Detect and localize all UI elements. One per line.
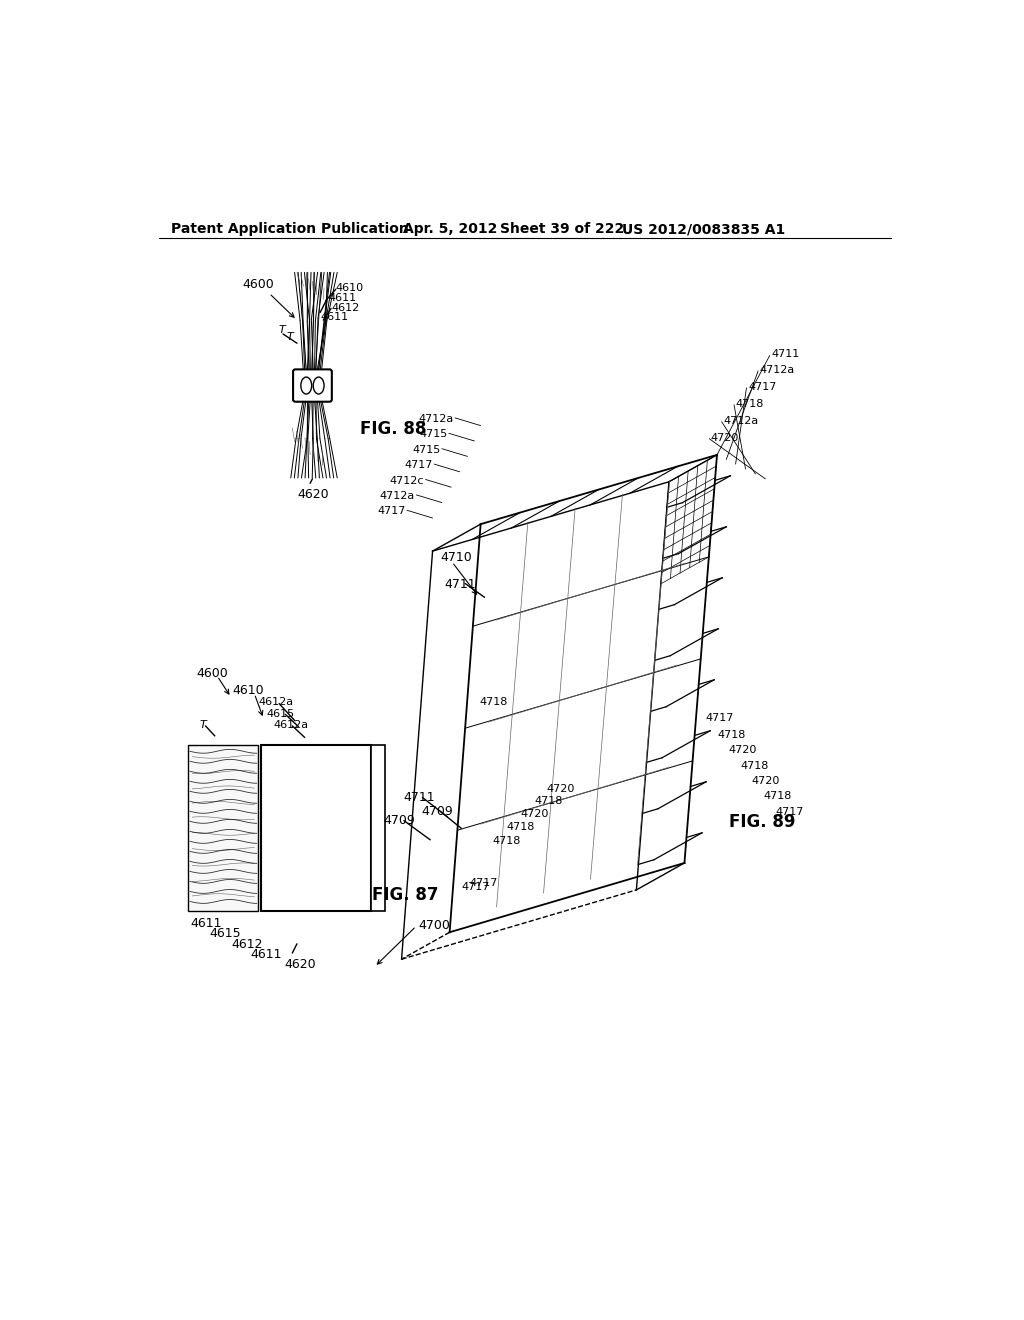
Text: 4600: 4600 <box>243 277 274 290</box>
Text: US 2012/0083835 A1: US 2012/0083835 A1 <box>623 222 785 236</box>
Text: 4720: 4720 <box>752 776 780 785</box>
Text: T: T <box>287 331 294 342</box>
Text: 4620: 4620 <box>297 488 329 502</box>
Text: 4720: 4720 <box>729 744 757 755</box>
Bar <box>372 744 385 911</box>
Text: 4712a: 4712a <box>723 416 759 425</box>
Text: 4612a: 4612a <box>273 721 309 730</box>
Bar <box>261 744 372 911</box>
Text: FIG. 88: FIG. 88 <box>360 420 427 438</box>
FancyBboxPatch shape <box>293 370 332 401</box>
Text: 4717: 4717 <box>404 461 432 470</box>
Text: 4611: 4611 <box>321 313 348 322</box>
Text: 4718: 4718 <box>740 760 769 771</box>
Text: 4711: 4711 <box>444 578 476 591</box>
Text: 4611: 4611 <box>328 293 356 304</box>
Text: 4717: 4717 <box>775 807 804 817</box>
Text: 4700: 4700 <box>419 919 451 932</box>
Text: 4718: 4718 <box>479 697 508 708</box>
Text: 4717: 4717 <box>461 882 489 892</box>
Text: 4717: 4717 <box>377 507 406 516</box>
Text: 4615: 4615 <box>266 709 294 719</box>
Text: 4718: 4718 <box>735 399 764 409</box>
Text: 4718: 4718 <box>493 836 520 846</box>
Text: 4715: 4715 <box>412 445 440 455</box>
Text: T: T <box>279 326 285 335</box>
Bar <box>188 744 258 911</box>
Text: 4610: 4610 <box>336 284 364 293</box>
Text: 4718: 4718 <box>717 730 745 739</box>
Text: FIG. 87: FIG. 87 <box>372 886 438 904</box>
Text: 4717: 4717 <box>748 381 776 392</box>
Text: 4720: 4720 <box>547 784 574 793</box>
Text: 4718: 4718 <box>506 822 535 832</box>
Text: 4612: 4612 <box>231 937 262 950</box>
Text: 4612: 4612 <box>332 304 360 313</box>
Text: 4717: 4717 <box>469 878 498 888</box>
Text: 4600: 4600 <box>197 667 228 680</box>
Text: 4717: 4717 <box>706 713 734 723</box>
Text: 4718: 4718 <box>535 796 562 807</box>
Text: 4718: 4718 <box>764 792 792 801</box>
Text: 4712a: 4712a <box>380 491 415 502</box>
Text: 4612a: 4612a <box>258 697 293 708</box>
Text: 4611: 4611 <box>190 917 221 929</box>
Text: 4620: 4620 <box>285 958 316 970</box>
Text: 4610: 4610 <box>232 684 264 697</box>
Text: Sheet 39 of 222: Sheet 39 of 222 <box>500 222 625 236</box>
Text: 4611: 4611 <box>251 948 282 961</box>
Text: T: T <box>200 721 206 730</box>
Text: 4720: 4720 <box>521 809 549 818</box>
Text: 4711: 4711 <box>771 350 800 359</box>
Text: 4715: 4715 <box>419 429 447 440</box>
Text: 4615: 4615 <box>209 927 241 940</box>
Text: 4712c: 4712c <box>389 475 424 486</box>
Text: 4709: 4709 <box>421 805 453 818</box>
Text: Patent Application Publication: Patent Application Publication <box>171 222 409 236</box>
Text: 4712a: 4712a <box>760 364 795 375</box>
Text: 4712a: 4712a <box>418 414 454 424</box>
Text: Apr. 5, 2012: Apr. 5, 2012 <box>403 222 498 236</box>
Text: 4710: 4710 <box>440 552 472 564</box>
Text: 4709: 4709 <box>384 814 416 828</box>
Text: FIG. 89: FIG. 89 <box>729 813 795 830</box>
Text: 4720: 4720 <box>711 433 739 442</box>
Text: 4711: 4711 <box>403 792 435 804</box>
